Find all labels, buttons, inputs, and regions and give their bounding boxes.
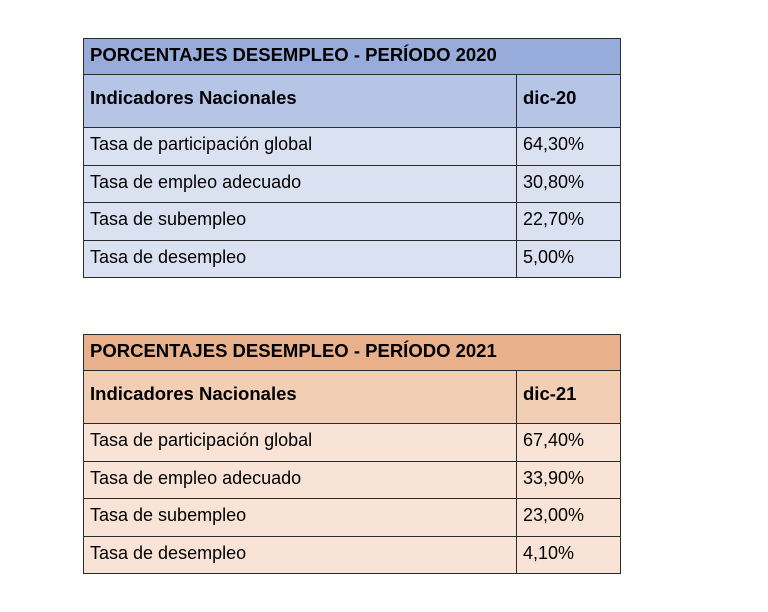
table-title-row: PORCENTAJES DESEMPLEO - PERÍODO 2021 bbox=[83, 334, 621, 371]
row-label: Tasa de participación global bbox=[83, 127, 517, 166]
row-label: Tasa de participación global bbox=[83, 423, 517, 462]
row-value: 22,70% bbox=[516, 202, 621, 241]
row-value: 5,00% bbox=[516, 239, 621, 278]
row-value: 33,90% bbox=[516, 460, 621, 499]
row-value: 64,30% bbox=[516, 127, 621, 166]
table-row: Tasa de participación global 67,40% bbox=[83, 423, 621, 462]
row-label: Tasa de empleo adecuado bbox=[83, 460, 517, 499]
table-title-row: PORCENTAJES DESEMPLEO - PERÍODO 2020 bbox=[83, 38, 621, 75]
table-title: PORCENTAJES DESEMPLEO - PERÍODO 2020 bbox=[83, 38, 621, 75]
row-label: Tasa de desempleo bbox=[83, 535, 517, 574]
row-value: 23,00% bbox=[516, 498, 621, 537]
table-row: Tasa de subempleo 23,00% bbox=[83, 498, 621, 537]
row-value: 67,40% bbox=[516, 423, 621, 462]
table-header-row: Indicadores Nacionales dic-20 bbox=[83, 74, 621, 128]
row-label: Tasa de subempleo bbox=[83, 202, 517, 241]
table-row: Tasa de desempleo 5,00% bbox=[83, 239, 621, 278]
table-row: Tasa de desempleo 4,10% bbox=[83, 535, 621, 574]
table-row: Tasa de subempleo 22,70% bbox=[83, 202, 621, 241]
row-label: Tasa de subempleo bbox=[83, 498, 517, 537]
header-indicadores: Indicadores Nacionales bbox=[83, 74, 517, 128]
row-value: 4,10% bbox=[516, 535, 621, 574]
table-row: Tasa de participación global 64,30% bbox=[83, 127, 621, 166]
table-desempleo-2020: PORCENTAJES DESEMPLEO - PERÍODO 2020 Ind… bbox=[83, 38, 621, 278]
header-indicadores: Indicadores Nacionales bbox=[83, 370, 517, 424]
table-header-row: Indicadores Nacionales dic-21 bbox=[83, 370, 621, 424]
table-title: PORCENTAJES DESEMPLEO - PERÍODO 2021 bbox=[83, 334, 621, 371]
row-value: 30,80% bbox=[516, 164, 621, 203]
table-desempleo-2021: PORCENTAJES DESEMPLEO - PERÍODO 2021 Ind… bbox=[83, 334, 621, 574]
table-row: Tasa de empleo adecuado 30,80% bbox=[83, 164, 621, 203]
table-row: Tasa de empleo adecuado 33,90% bbox=[83, 460, 621, 499]
row-label: Tasa de desempleo bbox=[83, 239, 517, 278]
header-period: dic-21 bbox=[516, 370, 621, 424]
header-period: dic-20 bbox=[516, 74, 621, 128]
row-label: Tasa de empleo adecuado bbox=[83, 164, 517, 203]
